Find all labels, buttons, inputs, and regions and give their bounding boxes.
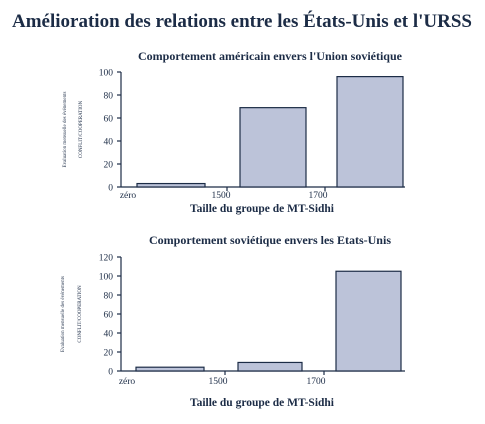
main-title: Amélioration des relations entre les Éta… <box>12 10 472 32</box>
chart-soviet-behavior: Comportement soviétique envers les Etats… <box>61 233 405 409</box>
y-axis-label: CONFLIT/COOPERATION <box>79 101 84 159</box>
x-tick-label: zéro <box>119 377 136 387</box>
y-tick-label: 20 <box>104 349 114 359</box>
bar-2 <box>335 270 402 372</box>
y-tick-label: 60 <box>104 115 114 125</box>
y-tick-label: 0 <box>108 368 113 378</box>
chart-title: Comportement soviétique envers les Etats… <box>149 233 391 247</box>
y-tick-label: 40 <box>104 330 114 340</box>
y-tick-label: 80 <box>104 92 114 102</box>
y-tick-label: 80 <box>104 292 114 302</box>
chart-american-behavior: Comportement américain envers l'Union so… <box>63 49 405 215</box>
y-tick-label: 40 <box>104 138 114 148</box>
y-tick-label: 20 <box>104 161 114 171</box>
x-tick-label: 1700 <box>309 191 328 201</box>
bar-0 <box>136 182 206 188</box>
bar-1 <box>237 361 303 372</box>
y-axis-label: CONFLIT/COOPERATION <box>78 285 83 343</box>
x-tick-label: 1700 <box>307 377 326 387</box>
x-axis-label: Taille du groupe de MT-Sidhi <box>190 397 335 409</box>
y-axis-label: Evaluation mensuelle des événements <box>61 276 66 352</box>
bar-2 <box>336 75 404 188</box>
x-tick-label: 1500 <box>209 377 228 387</box>
x-axis-label: Taille du groupe de MT-Sidhi <box>190 203 335 215</box>
x-tick-label: zéro <box>120 191 137 201</box>
y-tick-label: 0 <box>108 184 113 194</box>
y-tick-label: 100 <box>99 273 114 283</box>
y-axis-label: Evaluation mensuelle des événements <box>63 91 68 167</box>
x-tick-label: 1500 <box>212 191 231 201</box>
y-tick-label: 100 <box>99 69 114 79</box>
chart-title: Comportement américain envers l'Union so… <box>138 49 403 63</box>
bar-0 <box>135 366 205 372</box>
bar-1 <box>239 107 307 188</box>
y-tick-label: 120 <box>99 254 114 264</box>
y-tick-label: 60 <box>104 311 114 321</box>
